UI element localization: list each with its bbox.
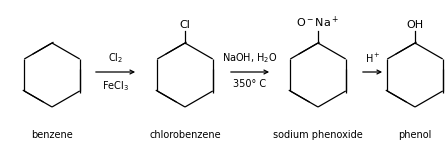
Text: phenol: phenol	[398, 130, 432, 140]
Text: Cl$_2$: Cl$_2$	[108, 51, 123, 65]
Text: FeCl$_3$: FeCl$_3$	[102, 79, 129, 93]
Text: benzene: benzene	[31, 130, 73, 140]
Text: 350° C: 350° C	[234, 79, 267, 89]
Text: OH: OH	[406, 20, 424, 30]
Text: sodium phenoxide: sodium phenoxide	[273, 130, 363, 140]
Text: NaOH, H$_2$O: NaOH, H$_2$O	[222, 51, 278, 65]
Text: Cl: Cl	[180, 20, 190, 30]
Text: chlorobenzene: chlorobenzene	[149, 130, 221, 140]
Text: H$^+$: H$^+$	[365, 52, 380, 65]
Text: O$^-$Na$^+$: O$^-$Na$^+$	[296, 15, 340, 30]
